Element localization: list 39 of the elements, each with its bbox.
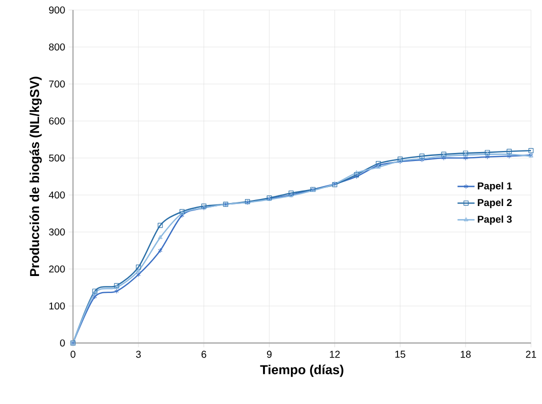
y-tick-label: 200 (49, 265, 65, 273)
x-tick-label: 0 (70, 350, 76, 358)
y-tick-label: 100 (49, 302, 65, 310)
y-tick-label: 600 (49, 117, 65, 125)
point (158, 235, 162, 239)
x-tick-label: 18 (460, 350, 471, 358)
x-tick-label: 12 (330, 350, 340, 358)
legend-label: Papel 1 (478, 182, 512, 192)
point (506, 152, 512, 156)
x-tick-label: 3 (136, 350, 141, 358)
x-tick-label: 9 (266, 350, 272, 358)
y-tick-label: 700 (49, 80, 65, 88)
point (506, 148, 512, 154)
x-axis-title: Tiempo (días) (260, 364, 344, 377)
x-tick-label: 15 (395, 350, 406, 358)
point (180, 212, 184, 218)
y-tick-label: 0 (60, 339, 65, 347)
point (136, 268, 141, 272)
x-tick-label: 21 (526, 350, 536, 358)
y-tick-label: 300 (48, 228, 65, 236)
y-tick-label: 800 (49, 43, 65, 51)
y-tick-label: 900 (49, 6, 65, 14)
point (419, 154, 424, 159)
point (158, 248, 162, 253)
point (136, 264, 141, 270)
y-tick-label: 400 (48, 191, 65, 199)
y-axis-title: Producción de biogás (NL/kgSV) (30, 76, 42, 276)
point (92, 294, 98, 300)
legend-label: Papel 3 (478, 215, 512, 225)
point (528, 148, 534, 154)
point (354, 170, 359, 174)
x-tick-label: 6 (202, 350, 206, 358)
point (506, 154, 512, 159)
point (136, 272, 141, 278)
y-tick-label: 500 (49, 154, 65, 162)
point (114, 288, 119, 294)
point (158, 222, 163, 228)
legend-label: Papel 2 (478, 198, 512, 208)
point (463, 156, 468, 160)
